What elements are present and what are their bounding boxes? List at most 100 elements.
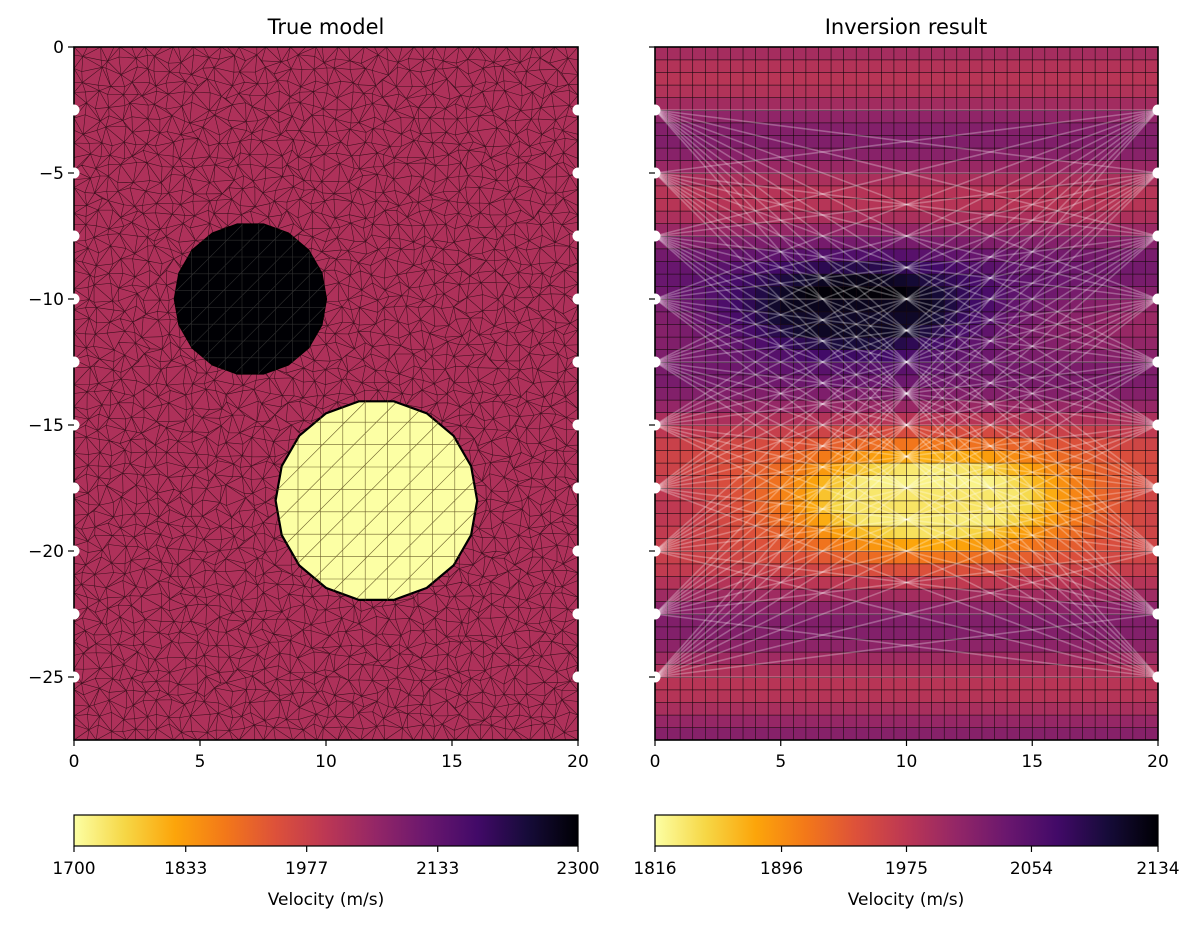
grid-cell [755, 47, 769, 61]
grid-cell [994, 71, 1008, 86]
ray-path [655, 109, 1158, 489]
grid-cell [1132, 84, 1147, 99]
grid-cell [1132, 97, 1147, 111]
grid-cell [667, 59, 681, 73]
grid-cell [818, 134, 832, 149]
grid-cell [830, 134, 845, 149]
grid-cell [818, 109, 832, 124]
grid-cell [1031, 84, 1046, 99]
grid-cell [830, 59, 845, 73]
grid-cell [994, 84, 1008, 99]
grid-cell [1132, 701, 1147, 716]
grid-cell [931, 727, 945, 740]
grid-cell [1145, 399, 1158, 413]
grid-cell [868, 97, 882, 111]
grid-cell [1119, 676, 1134, 691]
grid-cell [1044, 714, 1058, 728]
grid-cell [1145, 47, 1158, 61]
grid-cell [818, 638, 832, 653]
grid-cell [755, 714, 769, 728]
grid-cell [1006, 676, 1021, 691]
grid-cell [655, 210, 669, 225]
grid-cell [1094, 701, 1109, 716]
grid-cell [1019, 47, 1033, 61]
grid-cell [755, 701, 769, 716]
ray-path [655, 172, 1158, 237]
grid-cell [818, 689, 832, 703]
true-model-title: True model [267, 15, 385, 39]
grid-cell [881, 71, 895, 86]
grid-cell [1119, 59, 1134, 73]
grid-cell [1145, 563, 1158, 577]
grid-cell [679, 701, 694, 716]
grid-cell [767, 47, 782, 61]
grid-cell [994, 727, 1008, 740]
grid-cell [667, 210, 681, 225]
grid-cell [1031, 97, 1046, 111]
grid-cell [679, 386, 694, 401]
grid-cell [1107, 701, 1121, 716]
grid-cell [1119, 437, 1134, 451]
grid-cell [667, 575, 681, 590]
ray-path [655, 109, 1158, 300]
ray-path [655, 487, 1158, 678]
grid-cell [1044, 676, 1058, 691]
grid-cell [1145, 638, 1158, 653]
grid-cell [1019, 84, 1033, 99]
grid-cell [679, 676, 694, 691]
colorbar-tick-label: 2134 [1136, 859, 1179, 879]
grid-cell [868, 651, 882, 665]
grid-cell [1119, 500, 1134, 514]
grid-cell [1082, 59, 1096, 73]
grid-cell [655, 575, 669, 590]
ray-path [655, 424, 1158, 489]
grid-cell [956, 575, 970, 590]
sensor-marker [68, 608, 80, 620]
grid-cell [868, 109, 882, 124]
ray-path [655, 235, 1158, 489]
ray-path [655, 424, 1158, 489]
grid-cell [742, 701, 757, 716]
ray-path [655, 298, 1158, 426]
grid-cell [1132, 273, 1147, 287]
colorbar-tick-label: 1833 [164, 859, 207, 879]
grid-cell [818, 97, 832, 111]
grid-cell [1082, 689, 1096, 703]
grid-cell [667, 336, 681, 350]
true-model-anomalies [173, 223, 479, 601]
grid-cell [1145, 727, 1158, 740]
grid-cell [943, 727, 958, 740]
x-tick-label: 10 [896, 752, 918, 772]
grid-cell [906, 701, 920, 716]
grid-cell [692, 97, 706, 111]
grid-cell [679, 210, 694, 225]
grid-cell [830, 97, 845, 111]
ray-path [655, 109, 1158, 363]
grid-cell [692, 701, 706, 716]
ray-path [655, 424, 1158, 552]
x-tick-label: 10 [315, 752, 337, 772]
ray-path [655, 109, 1158, 174]
grid-cell [906, 109, 920, 124]
grid-cell [893, 500, 908, 514]
grid-cell [1044, 47, 1058, 61]
grid-cell [818, 197, 832, 212]
grid-cell [1082, 109, 1096, 124]
grid-cell [1107, 689, 1121, 703]
grid-cell [843, 689, 857, 703]
grid-cell [730, 47, 744, 61]
grid-cell [1094, 97, 1109, 111]
grid-cell [881, 59, 895, 73]
grid-cell [855, 651, 870, 665]
grid-cell [655, 449, 669, 464]
grid-cell [981, 97, 996, 111]
grid-cell [969, 134, 983, 149]
grid-cell [704, 714, 719, 728]
grid-cell [843, 613, 857, 628]
grid-cell [994, 689, 1008, 703]
grid-cell [1132, 714, 1147, 728]
grid-cell [655, 197, 669, 212]
grid-cell [881, 47, 895, 61]
x-tick-label: 20 [1147, 752, 1169, 772]
grid-cell [717, 727, 732, 740]
